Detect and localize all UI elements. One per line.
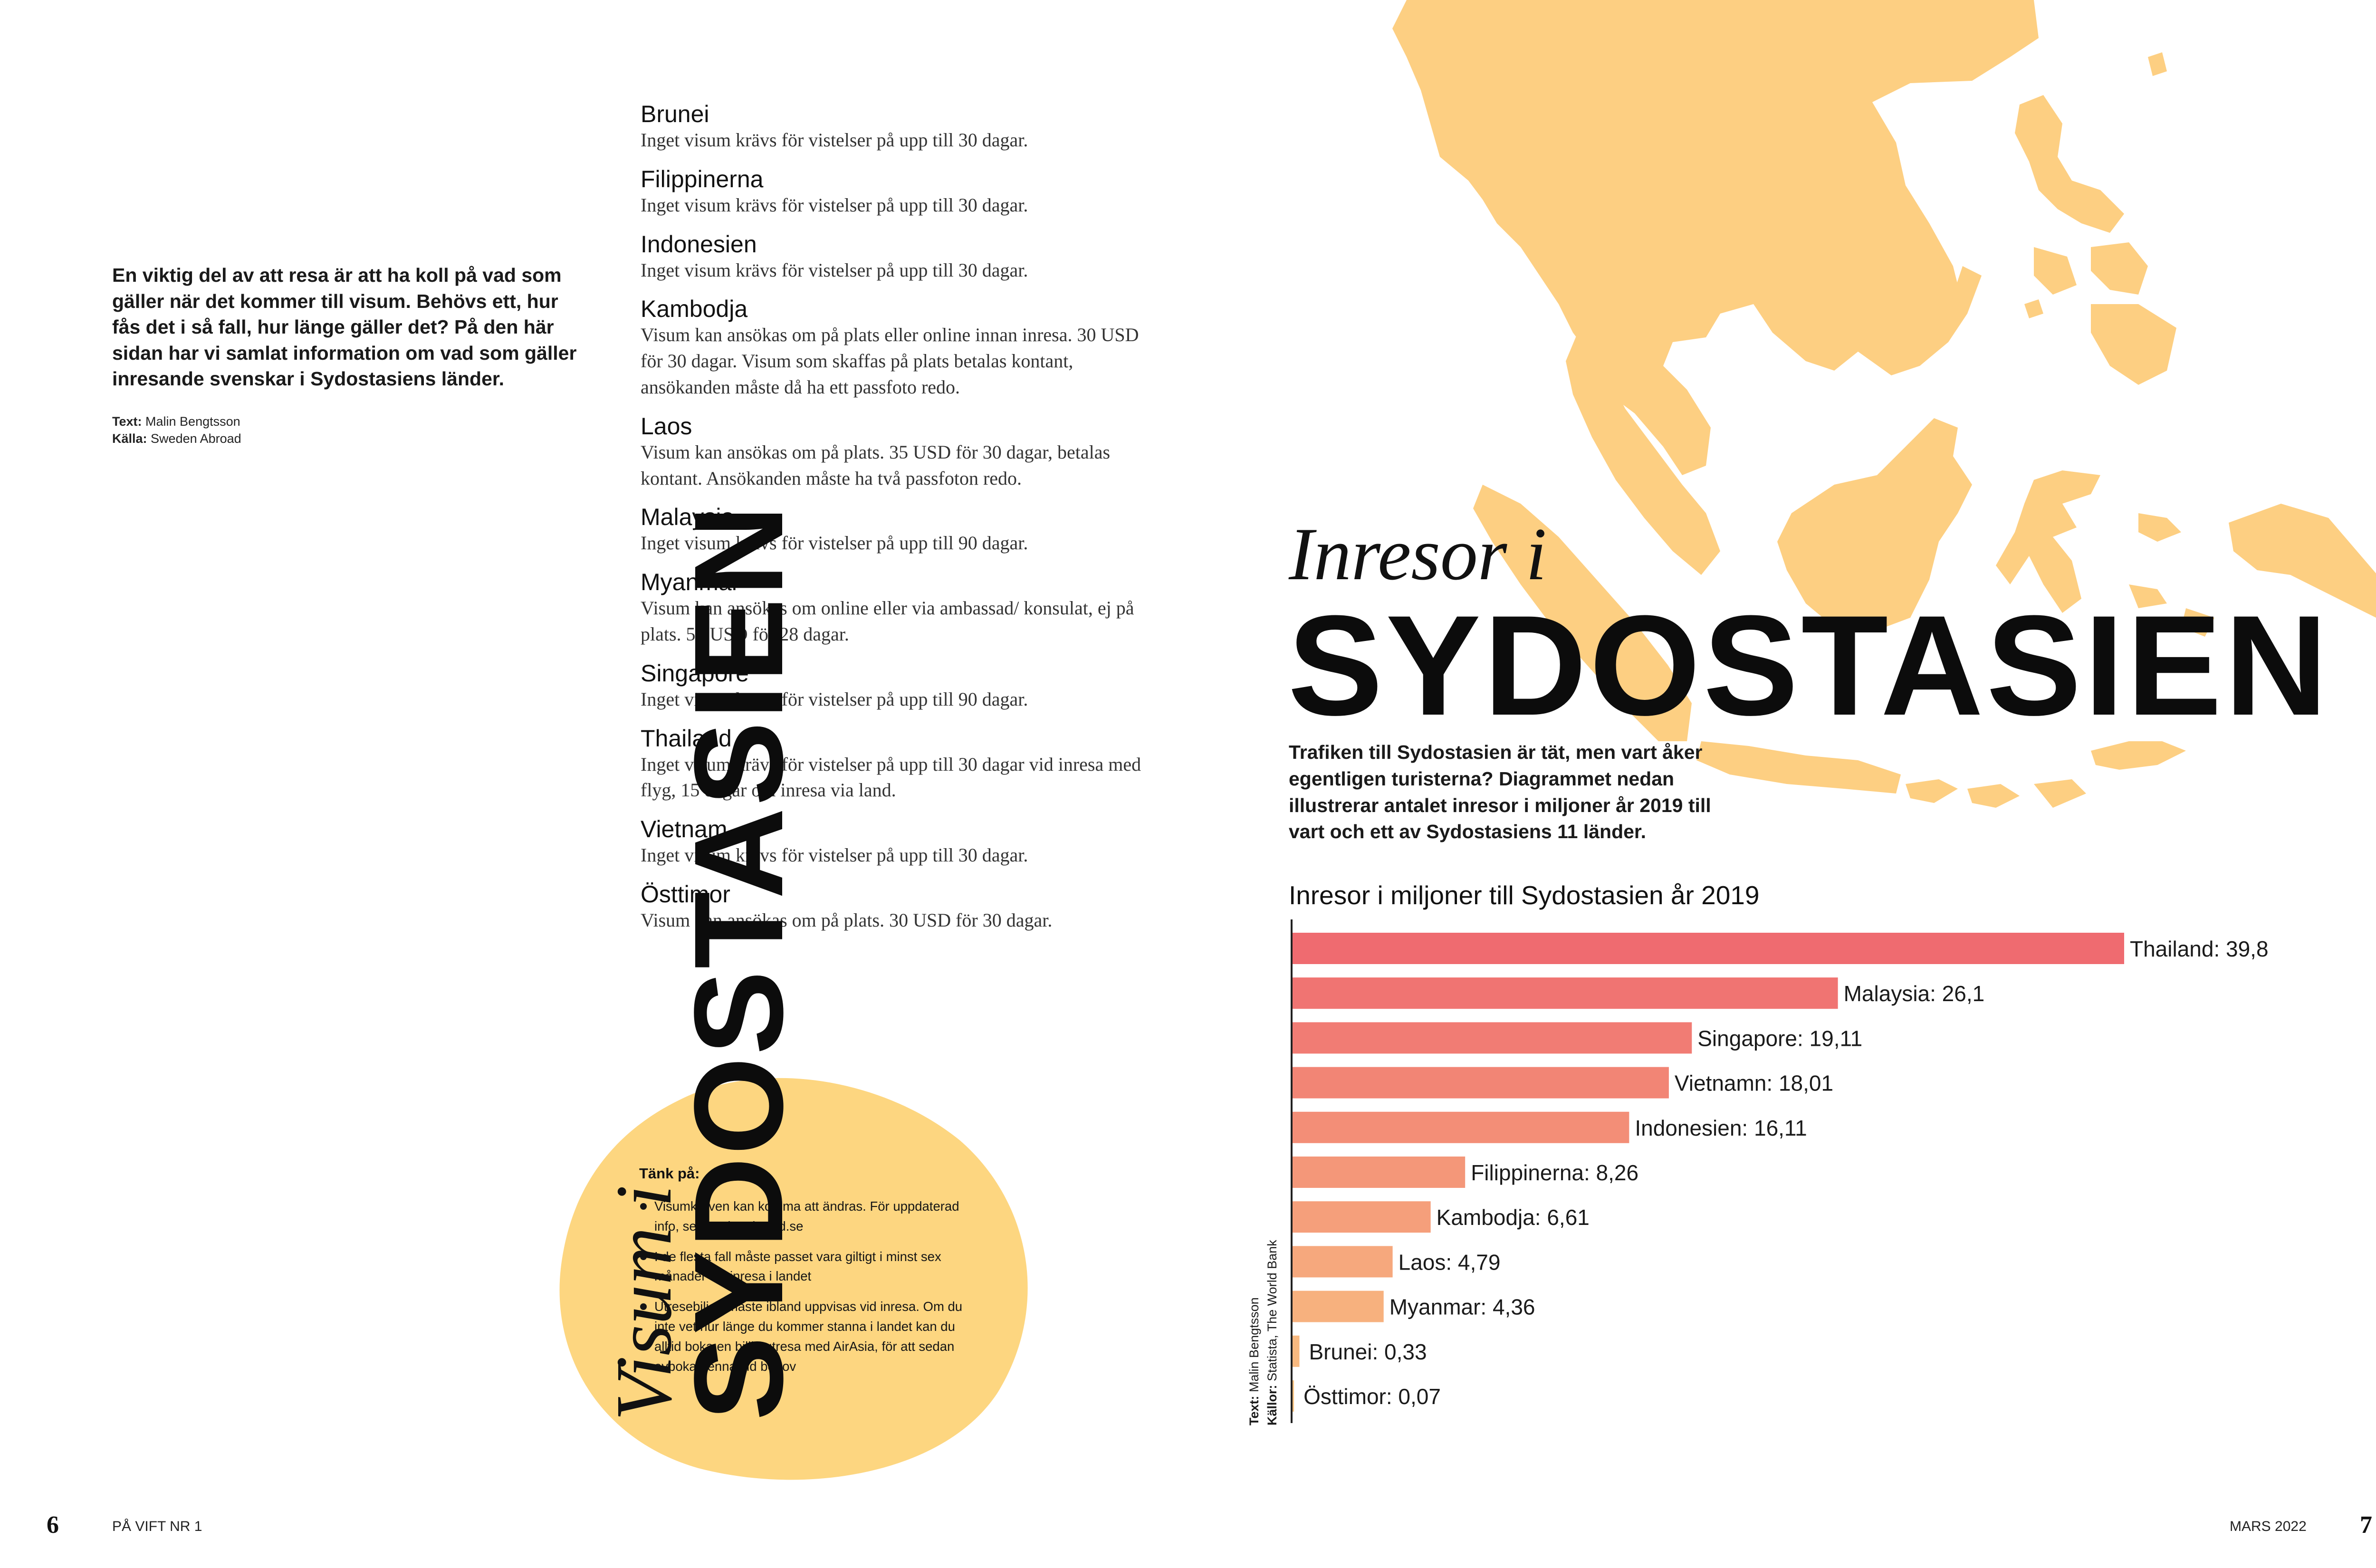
country-entry: Malaysia Inget visum krävs för vistelser… bbox=[641, 504, 1145, 556]
country-name: Laos bbox=[641, 412, 692, 440]
country-name: Indonesien bbox=[641, 230, 757, 258]
country-visa-info: Inget visum krävs för vistelser på upp t… bbox=[641, 753, 1141, 801]
country-entry: Östtimor Visum kan ansökas om på plats. … bbox=[641, 881, 1145, 934]
country-visa-info: Visum kan ansökas om på plats eller onli… bbox=[641, 324, 1139, 398]
country-entry: Laos Visum kan ansökas om på plats. 35 U… bbox=[641, 413, 1145, 492]
country-entry: Indonesien Inget visum krävs för vistels… bbox=[641, 231, 1145, 284]
bar-label: Östtimor: 0,07 bbox=[1303, 1384, 1441, 1409]
intro-paragraph: En viktig del av att resa är att ha koll… bbox=[112, 264, 577, 390]
magazine-title: PÅ VIFT NR 1 bbox=[112, 1519, 202, 1534]
bar-brunei bbox=[1293, 1335, 1300, 1367]
bar-label: Indonesien: 16,11 bbox=[1635, 1116, 1807, 1140]
chart-title: Inresor i miljoner till Sydostasien år 2… bbox=[1289, 880, 1760, 910]
credit-text: Text: Malin Bengtsson bbox=[112, 414, 240, 429]
country-name: Vietnam bbox=[641, 816, 728, 843]
visa-country-list: Brunei Inget visum krävs för vistelser p… bbox=[641, 101, 1145, 946]
country-visa-info: Inget visum krävs för vistelser på upp t… bbox=[641, 259, 1028, 281]
tips-title: Tänk på: bbox=[639, 1165, 700, 1182]
issue-date: MARS 2022 bbox=[2230, 1519, 2307, 1534]
country-entry: Kambodja Visum kan ansökas om på plats e… bbox=[641, 296, 1145, 400]
country-visa-info: Visum kan ansökas om på plats. 30 USD fö… bbox=[641, 909, 1053, 931]
country-visa-info: Inget visum krävs för vistelser på upp t… bbox=[641, 688, 1028, 710]
tips-item: I de flesta fall måste passet vara gilti… bbox=[639, 1247, 972, 1287]
country-name: Brunei bbox=[641, 101, 709, 127]
bar-indonesien bbox=[1293, 1111, 1629, 1143]
country-entry: Vietnam Inget visum krävs för vistelser … bbox=[641, 816, 1145, 869]
page-number-right: 7 bbox=[2360, 1511, 2372, 1539]
bar-label: Brunei: 0,33 bbox=[1309, 1339, 1427, 1364]
bar-singapore bbox=[1293, 1022, 1692, 1054]
country-entry: Singapore Inget visum krävs för vistelse… bbox=[641, 660, 1145, 713]
vertical-title-big: SYDOSTASIEN bbox=[668, 503, 809, 1421]
tips-item: Utresebiljett måste ibland uppvisas vid … bbox=[639, 1297, 972, 1376]
bar-label: Vietnamn: 18,01 bbox=[1675, 1071, 1833, 1096]
decorative-blob bbox=[559, 1078, 1028, 1480]
country-name: Malaysia bbox=[641, 504, 735, 531]
page-number-left: 6 bbox=[47, 1511, 59, 1539]
country-name: Filippinerna bbox=[641, 165, 764, 192]
bar-östtimor bbox=[1293, 1380, 1294, 1412]
country-entry: Brunei Inget visum krävs för vistelser p… bbox=[641, 101, 1145, 153]
bar-label: Singapore: 19,11 bbox=[1697, 1026, 1862, 1051]
tips-box: Tänk på: Visumkraven kan komma att ändra… bbox=[639, 1165, 972, 1386]
bar-label: Laos: 4,79 bbox=[1399, 1250, 1501, 1274]
bar-label: Filippinerna: 8,26 bbox=[1471, 1160, 1638, 1185]
country-entry: Myanmar Visum kan ansökas om online elle… bbox=[641, 569, 1145, 648]
country-name: Myanmar bbox=[641, 569, 740, 596]
bar-myanmar bbox=[1293, 1291, 1384, 1322]
country-name: Kambodja bbox=[641, 296, 748, 323]
bar-label: Kambodja: 6,61 bbox=[1437, 1205, 1590, 1230]
country-visa-info: Inget visum krävs för vistelser på upp t… bbox=[641, 129, 1028, 151]
bar-label: Malaysia: 26,1 bbox=[1844, 981, 1985, 1006]
country-entry: Thailand Inget visum krävs för vistelser… bbox=[641, 725, 1145, 804]
country-name: Thailand bbox=[641, 725, 732, 752]
chart-credit: Text: Malin Bengtsson Källor: Statista, … bbox=[1247, 1240, 1279, 1425]
country-name: Singapore bbox=[641, 660, 749, 687]
country-visa-info: Inget visum krävs för vistelser på upp t… bbox=[641, 844, 1028, 866]
bar-laos bbox=[1293, 1246, 1393, 1278]
right-title-small: Inresor i bbox=[1289, 513, 1547, 596]
country-visa-info: Visum kan ansökas om på plats. 35 USD fö… bbox=[641, 441, 1111, 489]
bar-filippinerna bbox=[1293, 1157, 1466, 1188]
bar-label: Myanmar: 4,36 bbox=[1389, 1295, 1535, 1319]
bar-thailand bbox=[1293, 933, 2124, 964]
country-visa-info: Inget visum krävs för vistelser på upp t… bbox=[641, 532, 1028, 554]
bar-malaysia bbox=[1293, 977, 1838, 1009]
bar-kambodja bbox=[1293, 1201, 1431, 1233]
chart-intro-paragraph: Trafiken till Sydostasien är tät, men va… bbox=[1289, 741, 1711, 843]
southeast-asia-map bbox=[1392, 0, 2376, 808]
arrivals-bar-chart: Thailand: 39,8 Malaysia: 26,1 Singapore: 1… bbox=[1291, 919, 2269, 1423]
right-title-big: SYDOSTASIEN bbox=[1288, 585, 2331, 745]
bar-label: Thailand: 39,8 bbox=[2130, 937, 2269, 961]
bar-vietnamn bbox=[1293, 1067, 1669, 1099]
credit-source: Källa: Sweden Abroad bbox=[112, 431, 241, 446]
country-visa-info: Visum kan ansökas om online eller via am… bbox=[641, 597, 1134, 645]
country-name: Östtimor bbox=[641, 880, 730, 908]
tips-item: Visumkraven kan komma att ändras. För up… bbox=[639, 1196, 972, 1236]
country-visa-info: Inget visum krävs för vistelser på upp t… bbox=[641, 194, 1028, 216]
country-entry: Filippinerna Inget visum krävs för viste… bbox=[641, 166, 1145, 219]
vertical-page-title: Visum i SYDOSTASIEN bbox=[600, 380, 809, 1421]
